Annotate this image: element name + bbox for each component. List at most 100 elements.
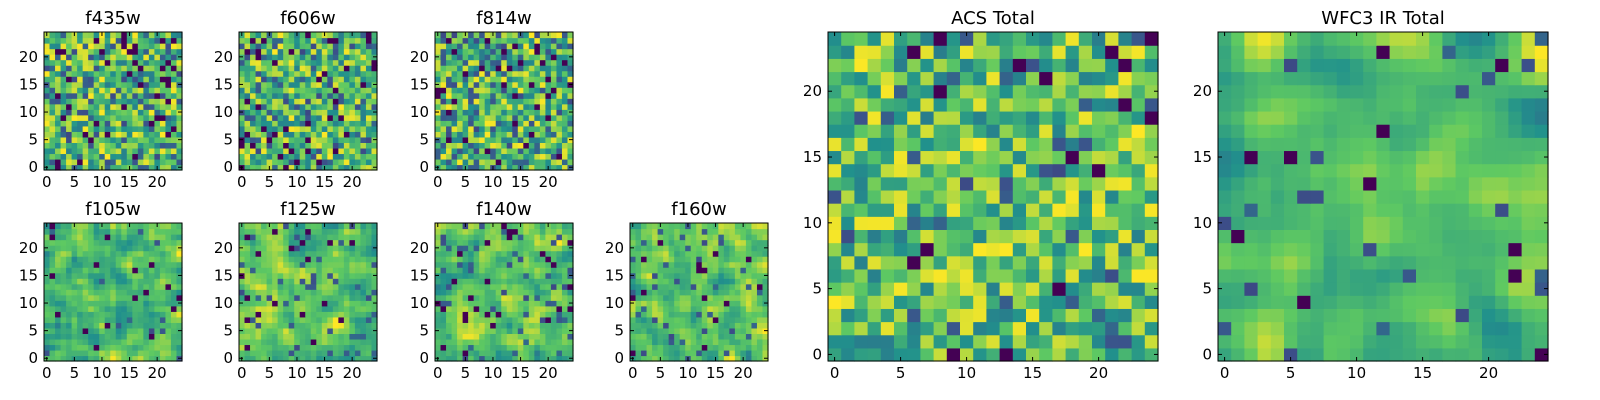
heatmap-cell [137,153,144,160]
heatmap-cell [567,349,574,357]
heatmap-cell [170,32,178,39]
heatmap-cell [165,223,172,230]
heatmap-cell [104,92,111,99]
heatmap-cell [338,37,345,44]
heatmap-cell [556,103,563,110]
heatmap-cell [556,125,563,132]
heatmap-cell [354,267,362,274]
heatmap-cell [501,239,508,246]
heatmap-cell [165,81,172,88]
heatmap-cell [550,103,558,110]
heatmap-cell [343,294,350,301]
heatmap-cell [635,245,642,252]
heatmap-cell [1026,282,1040,296]
heatmap-cell [115,305,122,312]
heatmap-cell [327,158,334,166]
heatmap-cell [506,333,513,340]
heatmap-cell [523,294,530,301]
heatmap-cell [148,239,155,246]
heatmap-cell [93,278,100,285]
heatmap-cell [360,147,367,155]
heatmap-cell [556,92,563,99]
heatmap-cell [115,355,122,362]
heatmap-cell [148,300,155,307]
heatmap-cell [1039,308,1053,323]
heatmap-cell [663,355,670,362]
heatmap-cell [446,81,453,88]
heatmap-cell [1105,216,1119,230]
heatmap-cell [93,283,100,290]
heatmap-cell [365,32,373,39]
heatmap-cell [143,234,150,241]
heatmap-cell [668,300,675,307]
heatmap-cell [338,158,345,166]
heatmap-cell [170,131,178,138]
heatmap-cell [77,103,84,110]
heatmap-cell [126,92,133,99]
heatmap-cell [66,283,73,290]
heatmap-cell [946,282,961,296]
heatmap-cell [165,92,172,99]
heatmap-cell [338,54,345,61]
heatmap-cell [657,327,664,334]
heatmap-cell [49,54,56,61]
heatmap-cell [126,158,133,166]
heatmap-cell [457,245,464,252]
heatmap-cell [1026,347,1040,362]
heatmap-cell [451,289,458,296]
heatmap-cell [110,289,117,296]
heatmap-cell [82,131,89,138]
heatmap-cell [272,114,279,121]
heatmap-cell [88,300,95,307]
heatmap-cell [490,256,497,263]
heatmap-cell [446,98,453,105]
heatmap-cell [261,316,268,323]
heatmap-cell [690,305,697,312]
heatmap-cell [288,344,295,351]
heatmap-cell [148,153,155,160]
heatmap-cell [148,250,155,257]
heatmap-cell [490,272,497,279]
heatmap-cell [440,355,447,362]
heatmap-cell [701,349,708,357]
heatmap-cell [539,245,546,252]
heatmap-cell [327,136,334,143]
heatmap-cell [327,147,334,155]
heatmap-cell [457,125,464,132]
heatmap-cell [986,189,1001,204]
heatmap-cell [473,103,480,110]
heatmap-cell [115,92,122,99]
heatmap-cell [176,338,183,346]
heatmap-cell [841,229,855,244]
heatmap-cell [960,282,974,296]
heatmap-cell [261,147,268,155]
heatmap-cell [440,65,447,72]
heatmap-cell [479,283,486,290]
heatmap-cell [288,223,295,230]
heatmap-cell [674,344,681,351]
heatmap-cell [1026,242,1040,257]
heatmap-cell [701,344,708,351]
heatmap-cell [176,256,183,263]
heatmap-cell [82,245,89,252]
heatmap-cell [165,327,172,334]
heatmap-cell [534,98,541,105]
heatmap-cell [490,131,497,138]
heatmap-cell [854,216,869,230]
heatmap-cell [55,153,62,160]
heatmap-cell [539,142,546,149]
heatmap-cell [495,136,502,143]
heatmap-cell [462,120,469,127]
heatmap-cell [137,98,144,105]
heatmap-cell [561,278,569,285]
heatmap-cell [528,158,535,166]
heatmap-cell [545,311,552,318]
heatmap-cell [288,256,295,263]
heatmap-cell [60,158,67,166]
heatmap-cell [66,355,73,362]
heatmap-cell [283,87,290,94]
heatmap-cell [1065,216,1080,230]
heatmap-cell [729,311,736,318]
heatmap-cell [517,228,524,235]
heatmap-cell [327,245,334,252]
